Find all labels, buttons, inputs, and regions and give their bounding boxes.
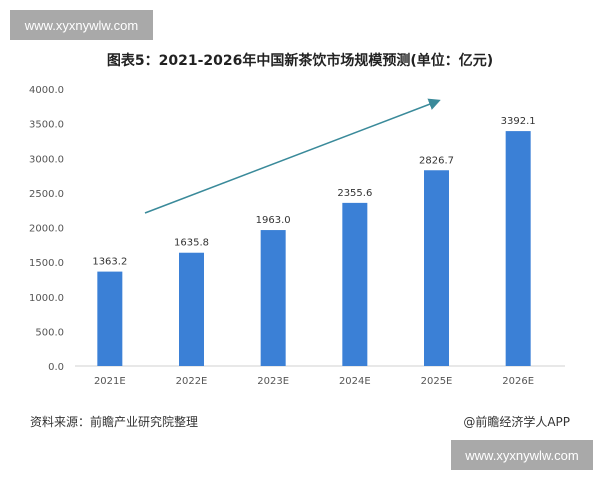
y-tick-label: 0.0	[48, 362, 64, 373]
y-tick-label: 4000.0	[29, 85, 64, 96]
watermark-top: www.xyxnywlw.com	[10, 10, 153, 40]
y-tick-label: 500.0	[35, 327, 64, 338]
x-tick-label: 2024E	[339, 376, 371, 387]
y-tick-label: 3000.0	[29, 154, 64, 165]
data-label: 2355.6	[337, 188, 372, 199]
trend-arrow	[144, 98, 441, 214]
y-tick-label: 2000.0	[29, 224, 64, 235]
watermark-bottom: www.xyxnywlw.com	[451, 440, 593, 470]
bar	[505, 131, 531, 366]
data-label: 2826.7	[419, 155, 454, 166]
y-tick-label: 1500.0	[29, 258, 64, 269]
bar	[342, 202, 368, 366]
x-tick-label: 2026E	[502, 376, 534, 387]
bar	[424, 170, 449, 366]
data-label: 1363.2	[92, 257, 127, 268]
credit-note: @前瞻经济学人APP	[463, 415, 570, 429]
x-tick-label: 2022E	[176, 376, 208, 387]
y-tick-label: 3500.0	[29, 120, 64, 131]
bar	[97, 271, 123, 366]
data-label: 1635.8	[174, 238, 209, 249]
bar	[260, 230, 286, 366]
chart-title: 图表5：2021-2026年中国新茶饮市场规模预测(单位：亿元)	[106, 53, 494, 69]
x-tick-label: 2023E	[257, 376, 289, 387]
source-note: 资料来源：前瞻产业研究院整理	[30, 415, 199, 429]
data-label: 1963.0	[256, 215, 291, 226]
y-tick-label: 2500.0	[29, 189, 64, 200]
bar	[179, 252, 204, 366]
x-tick-label: 2025E	[421, 376, 453, 387]
x-tick-label: 2021E	[94, 376, 126, 387]
data-label: 3392.1	[501, 116, 536, 127]
y-tick-label: 1000.0	[29, 293, 64, 304]
